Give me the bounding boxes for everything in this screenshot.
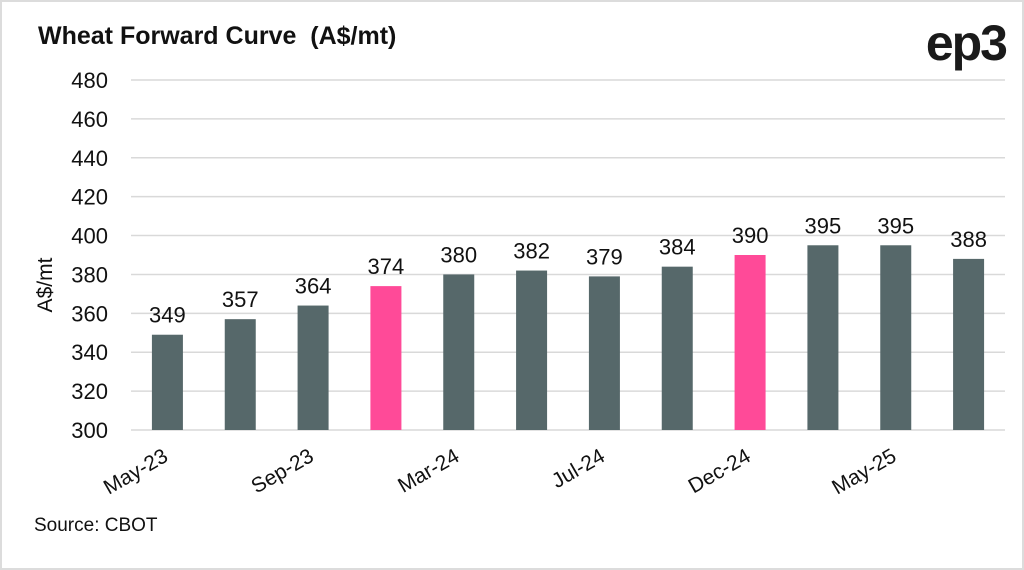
- y-axis-label: A$/mt: [34, 257, 57, 312]
- x-tick-label: May-23: [100, 444, 172, 499]
- x-tick-label: May-25: [828, 444, 900, 499]
- y-tick-label: 360: [71, 301, 108, 326]
- bar: [151, 334, 183, 430]
- y-tick-label: 460: [71, 107, 108, 132]
- bar: [297, 305, 329, 430]
- y-tick-label: 440: [71, 146, 108, 171]
- bar: [370, 286, 402, 430]
- data-label: 395: [805, 213, 842, 238]
- y-tick-label: 480: [71, 68, 108, 93]
- source-note: Source: CBOT: [34, 515, 158, 536]
- data-label: 380: [440, 242, 477, 267]
- ep3-logo: ep3: [925, 15, 1008, 71]
- bar: [516, 270, 548, 430]
- data-label: 390: [732, 223, 769, 248]
- bar: [880, 245, 912, 430]
- bar: [734, 255, 766, 430]
- bar: [953, 258, 985, 430]
- bar: [807, 245, 839, 430]
- chart-title: Wheat Forward Curve (A$/mt): [38, 22, 397, 50]
- data-label: 349: [149, 303, 186, 328]
- data-label: 364: [295, 274, 332, 299]
- data-label: 379: [586, 244, 623, 269]
- y-tick-label: 420: [71, 185, 108, 210]
- data-label: 357: [222, 287, 259, 312]
- x-tick-label: Mar-24: [394, 444, 463, 497]
- data-label: 384: [659, 235, 696, 260]
- data-label: 395: [877, 213, 914, 238]
- data-label: 374: [368, 254, 405, 279]
- data-label: 382: [513, 239, 550, 264]
- bar: [443, 274, 475, 430]
- y-tick-label: 400: [71, 224, 108, 249]
- bar: [588, 276, 620, 430]
- y-tick-label: 300: [71, 418, 108, 443]
- y-tick-label: 380: [71, 262, 108, 287]
- x-tick-label: Jul-24: [548, 444, 609, 493]
- data-label: 388: [950, 227, 987, 252]
- bar: [224, 319, 256, 430]
- bar: [661, 266, 693, 430]
- x-tick-label: Sep-23: [247, 444, 317, 498]
- y-tick-label: 320: [71, 379, 108, 404]
- x-tick-label: Dec-24: [684, 444, 754, 498]
- y-tick-label: 340: [71, 340, 108, 365]
